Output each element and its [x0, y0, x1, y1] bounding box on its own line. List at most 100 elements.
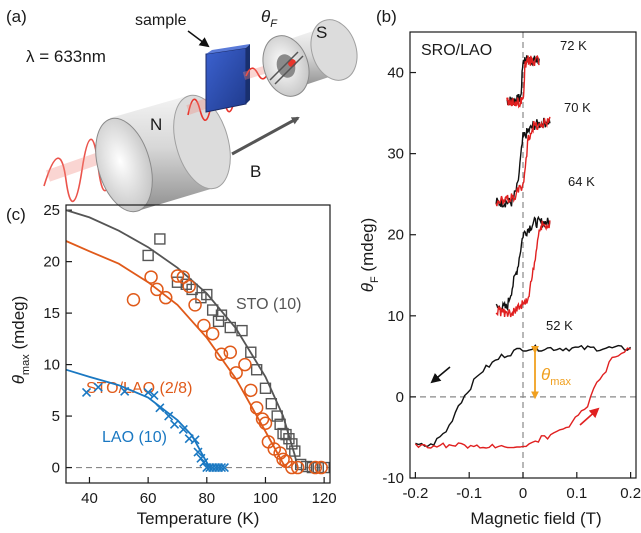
loop-52K-down — [414, 347, 631, 449]
panel-b-title: SRO/LAO — [421, 42, 492, 59]
panel-c-xtick-label: 60 — [140, 490, 157, 507]
panel-b-xtick-label: 0.2 — [620, 485, 641, 502]
data-point-circle — [229, 366, 243, 380]
loop-72K-down — [506, 54, 540, 109]
data-point-square — [250, 364, 263, 376]
panel-b-ytick-label: 20 — [387, 227, 404, 244]
data-point-circle — [144, 270, 158, 284]
data-point-x — [196, 453, 206, 463]
data-point-square — [259, 382, 272, 394]
temperature-label: 64 K — [568, 174, 595, 189]
data-point-circle — [308, 460, 323, 475]
theta-max-label: θmax — [541, 365, 572, 388]
data-point-x — [149, 390, 159, 401]
b-field-arrow — [231, 116, 300, 156]
data-point-circle — [170, 269, 185, 283]
panel-a-label: (a) — [6, 7, 27, 26]
loop-52K-up — [415, 344, 632, 447]
data-point-square — [154, 233, 166, 245]
panel-b-xtick-label: 0 — [519, 485, 527, 502]
loop-64K-down — [495, 220, 551, 318]
data-point-square — [186, 283, 198, 296]
data-point-x — [178, 424, 188, 435]
panel-b-ytick-label: 40 — [387, 65, 404, 82]
data-point-circle — [158, 290, 173, 305]
data-point-square — [271, 410, 283, 422]
data-point-circle — [290, 460, 305, 475]
panel-b-ytick-label: 30 — [387, 146, 404, 163]
panel-b-chart: (b) SRO/LAO -0.2 -0.1 0 0.1 0.2 -10 0 10 20 30 40 7… — [358, 7, 641, 528]
fit-curve-circle — [65, 240, 287, 469]
temperature-label: 52 K — [546, 318, 573, 333]
data-point-circle — [285, 460, 299, 475]
panel-b-xtick-label: 0.1 — [566, 485, 587, 502]
panel-c-ytick-label: 10 — [43, 357, 60, 374]
panel-b-ytick-label: -10 — [382, 470, 404, 487]
panel-c-label: (c) — [6, 205, 26, 224]
panel-a-schematic: (a) N sample — [6, 7, 358, 213]
panel-c-ytick-label: 15 — [43, 305, 60, 322]
series-label: STO (10) — [236, 296, 302, 313]
panel-b-label: (b) — [376, 7, 397, 26]
data-point-circle — [214, 347, 229, 362]
data-point-square — [201, 288, 213, 301]
data-point-square — [236, 324, 248, 337]
data-point-square — [245, 346, 257, 358]
series-label: LAO (10) — [102, 429, 167, 446]
data-point-circle — [182, 279, 196, 294]
data-point-square — [212, 315, 225, 328]
data-point-circle — [205, 326, 220, 341]
panel-b-axes-frame — [409, 31, 637, 479]
panel-c-xtick-label: 40 — [81, 490, 98, 507]
b-field-label: B — [250, 162, 261, 181]
data-point-circle — [238, 357, 252, 372]
panel-c-xtick-label: 80 — [198, 490, 215, 507]
panel-c-xtick-label: 100 — [253, 490, 278, 507]
panel-b-ytick-label: 10 — [387, 308, 404, 325]
sweep-down-arrow — [579, 407, 600, 426]
magnet-n: N — [95, 94, 231, 213]
data-point-square — [300, 460, 313, 473]
data-point-x — [155, 403, 165, 413]
panel-b-xtick-label: -0.1 — [456, 485, 482, 502]
panel-b-xtick-label: -0.2 — [402, 485, 428, 502]
data-point-circle — [150, 282, 164, 297]
data-point-square — [289, 445, 301, 457]
sample-label: sample — [135, 12, 187, 29]
data-point-square — [294, 458, 307, 471]
data-point-circle — [126, 292, 141, 307]
loop-64K-up — [495, 215, 551, 314]
magnet-n-label: N — [150, 115, 162, 134]
data-point-x — [219, 462, 229, 473]
data-point-x — [81, 387, 92, 397]
panel-b-ylabel: θF (mdeg) — [358, 218, 381, 293]
sweep-up-arrow — [430, 366, 451, 384]
data-point-circle — [244, 383, 258, 398]
data-point-circle — [314, 460, 328, 475]
data-point-x — [169, 419, 180, 429]
data-point-x — [164, 411, 174, 421]
data-point-x — [216, 462, 227, 473]
panel-c-xlabel: Temperature (K) — [137, 509, 260, 528]
panel-c-ytick-label: 0 — [52, 460, 60, 477]
loop-70K-down — [495, 116, 551, 207]
panel-c-ytick-label: 20 — [43, 254, 60, 271]
panel-c-ylabel: θmax (mdeg) — [9, 296, 32, 385]
temperature-label: 70 K — [564, 100, 591, 115]
data-point-square — [274, 418, 286, 431]
data-point-x — [143, 387, 153, 397]
panel-b-ytick-label: 0 — [396, 389, 404, 406]
data-point-square — [224, 321, 236, 334]
panel-c-ytick-label: 5 — [52, 408, 60, 425]
data-point-square — [215, 309, 228, 321]
data-point-x — [120, 386, 130, 396]
magnet-s: S — [262, 19, 358, 97]
sample-arrow — [187, 30, 210, 48]
data-point-circle — [276, 452, 290, 467]
data-point-circle — [223, 345, 238, 359]
data-point-square — [142, 249, 154, 262]
fit-curve-x — [65, 368, 211, 469]
data-point-square — [286, 438, 298, 450]
panel-b-xlabel: Magnetic field (T) — [470, 509, 601, 528]
